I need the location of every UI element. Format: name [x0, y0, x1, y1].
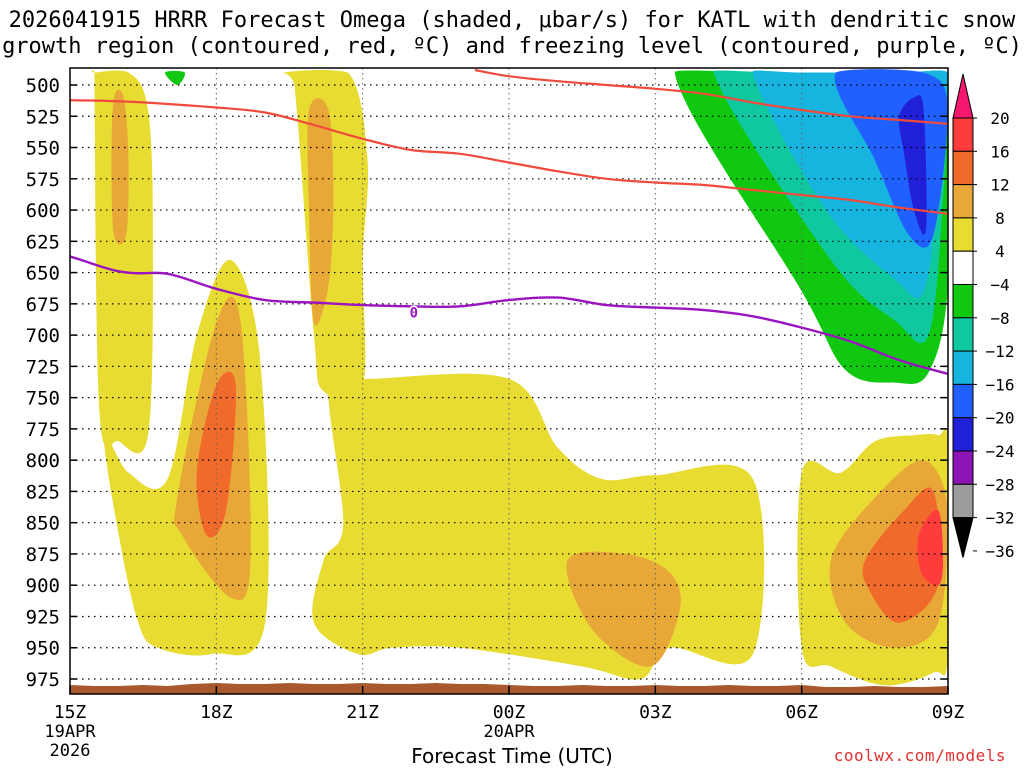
x-tick-label-03Z: 03Z [639, 702, 672, 723]
y-tick-label-825: 825 [26, 481, 60, 503]
x-tick-label-09Z: 09Z [932, 702, 965, 723]
omega-region-column-20z-core [307, 98, 334, 326]
colorbar-label-7: −8 [990, 309, 1009, 328]
colorbar-label-12: −28 [986, 475, 1015, 494]
colorbar-box-1 [952, 117, 974, 152]
colorbar-arrow-top [952, 73, 974, 119]
x-tick-year-15Z: 2026 [50, 741, 91, 761]
omega-region-right-low-16 [917, 509, 944, 586]
colorbar-label-13: −32 [986, 509, 1015, 528]
credit-link[interactable]: coolwx.com/models [833, 746, 1006, 765]
x-tick-date-00Z: 20APR [483, 722, 535, 742]
colorbar-arrow-bottom [952, 517, 974, 558]
freezing-level-label: 0 [410, 306, 418, 322]
colorbar-box-11 [952, 450, 974, 485]
freezing-level-contour [70, 255, 948, 376]
y-tick-label-750: 750 [26, 388, 60, 410]
dendritic-contour-2 [474, 68, 948, 125]
dendritic-contour-1 [70, 99, 948, 215]
y-tick-label-850: 850 [26, 513, 60, 535]
colorbar-label-11: −24 [986, 442, 1015, 461]
y-tick-label-800: 800 [26, 450, 60, 472]
y-tick-label-700: 700 [26, 325, 60, 347]
y-tick-label-725: 725 [26, 356, 60, 378]
omega-region-neg-core [898, 95, 927, 235]
colorbar-label-1: 20 [990, 109, 1009, 128]
x-tick-label-18Z: 18Z [200, 702, 233, 723]
omega-region-big-low-8 [566, 551, 681, 667]
chart-title-line2: growth region (contoured, red, ºC) and f… [2, 34, 1022, 59]
omega-region-right-low-12 [862, 487, 941, 623]
y-tick-label-525: 525 [26, 106, 60, 128]
colorbar-box-8 [952, 350, 974, 385]
colorbar-label-8: −12 [986, 342, 1015, 361]
x-tick-label-06Z: 06Z [785, 702, 818, 723]
y-tick-label-600: 600 [26, 200, 60, 222]
colorbar-box-12 [952, 483, 974, 519]
x-tick-date-15Z: 19APR [44, 722, 96, 742]
omega-region-big-low [312, 368, 765, 680]
colorbar-label-10: −20 [986, 409, 1015, 428]
omega-region-column-16z-core [111, 89, 129, 245]
colorbar-box-6 [952, 284, 974, 319]
colorbar-box-4 [952, 217, 974, 252]
colorbar-label-9: −16 [986, 375, 1015, 394]
colorbar-label-6: −4 [990, 276, 1009, 295]
colorbar-label-4: 8 [995, 209, 1005, 228]
y-tick-label-500: 500 [26, 75, 60, 97]
colorbar-box-9 [952, 383, 974, 419]
y-tick-label-775: 775 [26, 419, 60, 441]
x-tick-label-00Z: 00Z [493, 702, 526, 723]
colorbar-label-5: 4 [995, 242, 1005, 261]
colorbar-label-2: 16 [990, 142, 1009, 161]
omega-region-plume-18z-12 [196, 371, 237, 538]
y-tick-label-950: 950 [26, 638, 60, 660]
x-tick-label-21Z: 21Z [346, 702, 379, 723]
colorbar-box-3 [952, 184, 974, 219]
colorbar-label-3: 12 [990, 176, 1009, 195]
colorbar-box-2 [952, 150, 974, 186]
y-tick-label-650: 650 [26, 263, 60, 285]
y-tick-label-975: 975 [26, 669, 60, 691]
y-tick-label-550: 550 [26, 138, 60, 160]
y-tick-label-925: 925 [26, 606, 60, 628]
omega-region-green-small [165, 70, 186, 85]
y-tick-label-675: 675 [26, 294, 60, 316]
chart-title-line1: 2026041915 HRRR Forecast Omega (shaded, … [8, 8, 1016, 33]
y-tick-label-575: 575 [26, 169, 60, 191]
y-tick-label-625: 625 [26, 231, 60, 253]
x-tick-label-15Z: 15Z [54, 702, 87, 723]
colorbar-label-14: −36 [986, 542, 1015, 561]
x-axis-label: Forecast Time (UTC) [411, 744, 613, 768]
colorbar-box-5 [952, 250, 974, 285]
y-tick-label-875: 875 [26, 544, 60, 566]
colorbar-box-7 [952, 317, 974, 352]
colorbar-box-10 [952, 417, 974, 452]
omega-region-column-16z [91, 70, 153, 454]
y-tick-label-900: 900 [26, 575, 60, 597]
